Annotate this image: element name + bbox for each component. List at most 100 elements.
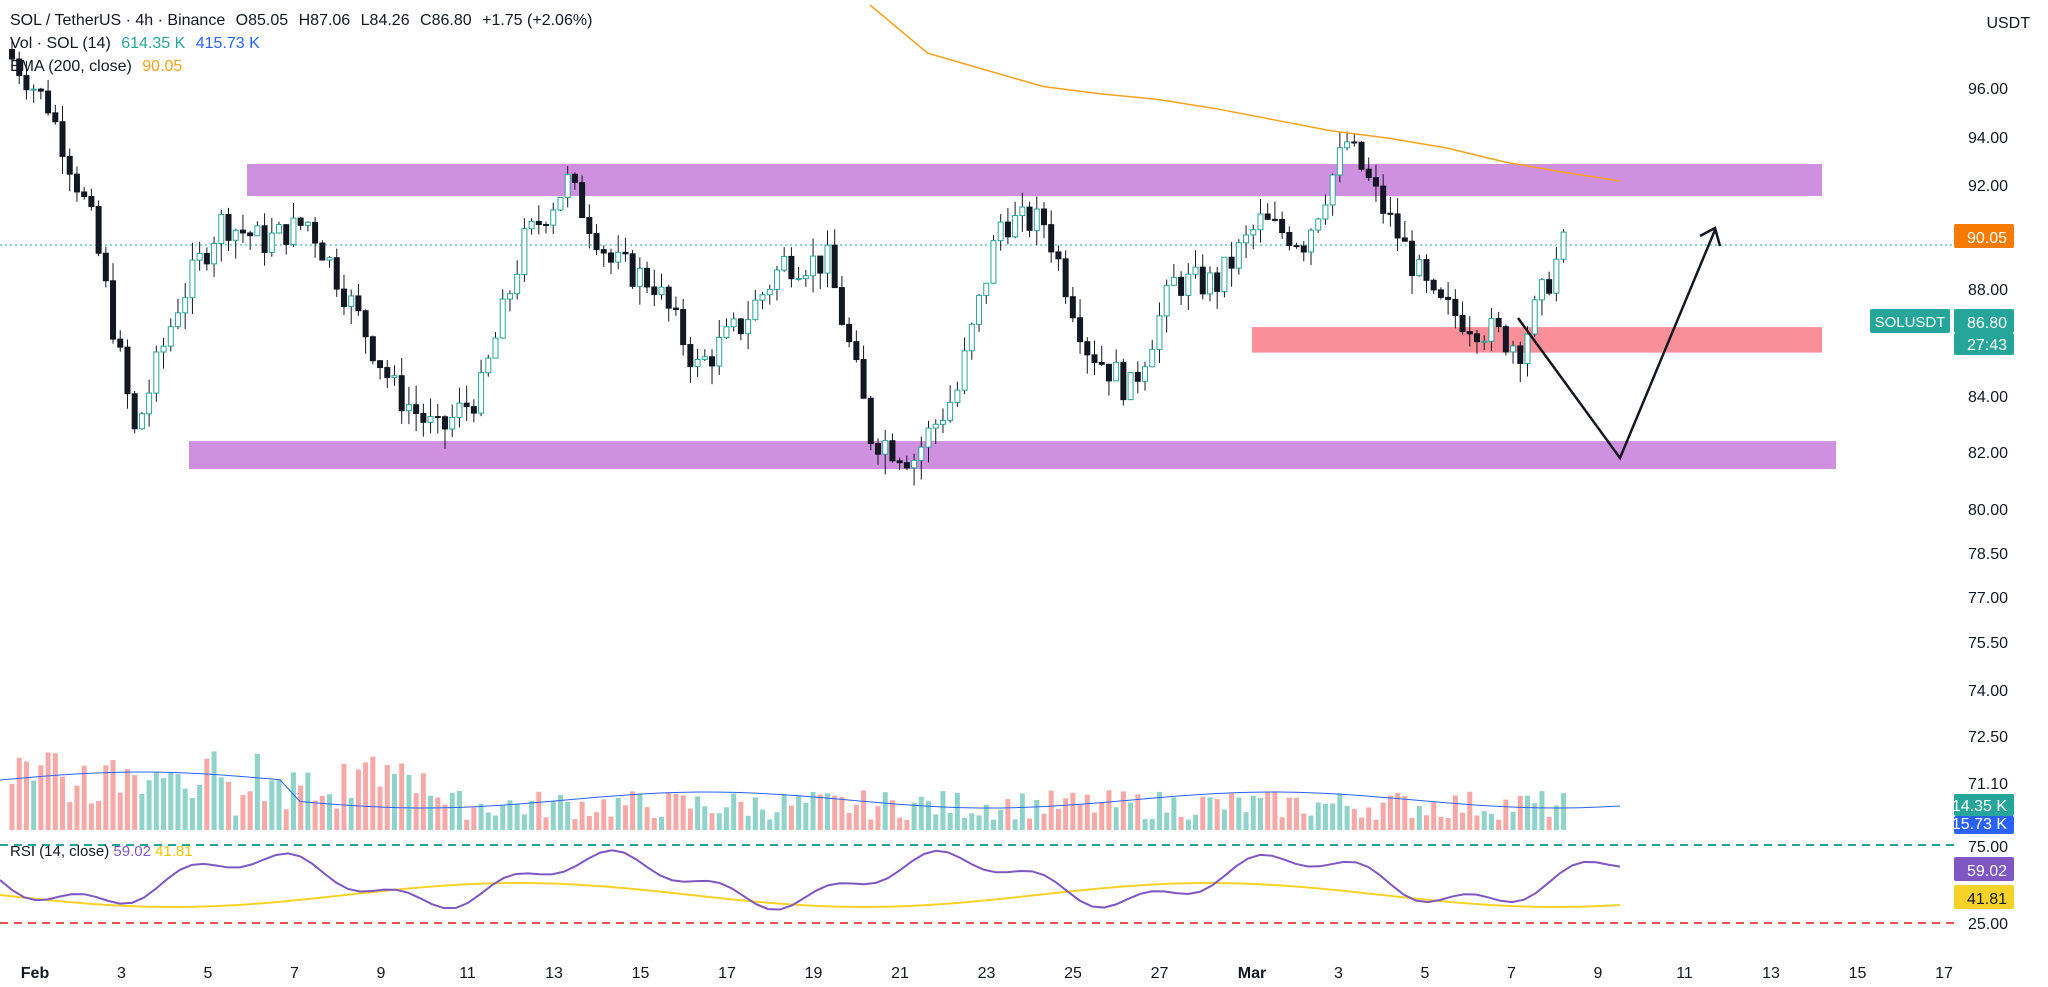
- price-tick-label: 88.00: [1968, 282, 2008, 299]
- candle-body: [651, 286, 658, 295]
- candle-body: [802, 275, 809, 280]
- volume-bar: [1294, 797, 1300, 830]
- candle-body: [326, 257, 333, 261]
- volume-bar: [370, 756, 376, 830]
- volume-bar: [355, 769, 361, 830]
- candle-body: [232, 229, 239, 241]
- volume-bar: [500, 805, 506, 830]
- candle-body: [1113, 361, 1120, 382]
- volume-bar: [882, 792, 888, 830]
- volume-bar: [709, 813, 715, 830]
- candle-body: [247, 232, 254, 237]
- volume-bar: [933, 814, 939, 830]
- volume-bar: [637, 793, 643, 830]
- volume-bar: [897, 817, 903, 830]
- candle-body: [203, 253, 210, 265]
- volume-bar: [918, 796, 924, 830]
- volume-bar: [962, 817, 968, 830]
- volume-bar: [998, 809, 1004, 830]
- rsi-value-box-bg: [1954, 857, 2014, 881]
- volume-bar: [38, 765, 44, 830]
- volume-ma-line: [0, 771, 1621, 809]
- candle-body: [1199, 266, 1206, 295]
- volume-bar: [485, 812, 491, 830]
- candle-body: [1120, 361, 1127, 401]
- candle-body: [73, 173, 80, 193]
- symbol-title[interactable]: SOL / TetherUS · 4h · Binance: [10, 12, 226, 29]
- volume-bar: [1221, 809, 1227, 830]
- volume-bar: [1438, 816, 1444, 830]
- volume-bar: [702, 806, 708, 830]
- volume-bar: [1236, 797, 1242, 830]
- price-tick-label: 84.00: [1968, 389, 2008, 406]
- candle-body: [846, 323, 853, 343]
- volume-bar: [954, 792, 960, 830]
- candle-body: [976, 294, 983, 325]
- candle-body: [1510, 345, 1517, 353]
- volume-bar: [175, 774, 181, 830]
- currency-label[interactable]: USDT: [1986, 15, 2030, 32]
- candle-body: [644, 267, 651, 288]
- volume-bar: [420, 773, 426, 830]
- volume-bar: [240, 795, 246, 830]
- candle-body: [1416, 259, 1423, 276]
- volume-bar: [305, 772, 311, 830]
- volume-bar: [132, 775, 138, 830]
- candle-body: [535, 220, 542, 226]
- volume-bar: [1156, 791, 1162, 830]
- volume-bar: [1445, 818, 1451, 830]
- last-price-box: 86.80: [1967, 315, 2007, 332]
- volume-bar: [1525, 795, 1530, 830]
- candle-body: [304, 221, 311, 226]
- last-price-box-bg: [1954, 309, 2014, 333]
- volume-bar: [96, 800, 102, 830]
- candle-body: [911, 459, 918, 469]
- candle-body: [1387, 212, 1394, 215]
- ema-price-box-bg: [1954, 224, 2014, 248]
- projection-arrowhead: [1699, 226, 1722, 247]
- volume-bar: [760, 809, 766, 830]
- volume-bar: [868, 819, 874, 830]
- volume-bar: [752, 797, 758, 830]
- volume-bar: [875, 806, 881, 830]
- volume-label[interactable]: Vol · SOL (14): [10, 35, 111, 52]
- volume-bar: [254, 753, 260, 830]
- volume-bar: [1431, 802, 1437, 830]
- candle-body: [1250, 229, 1257, 236]
- candle-body: [521, 228, 528, 275]
- candle-body: [889, 440, 896, 462]
- x-axis-label: 15: [632, 965, 650, 982]
- candle-body: [586, 217, 593, 234]
- candle-body: [968, 323, 975, 352]
- volume-bar: [529, 800, 535, 830]
- candle-body: [853, 341, 860, 361]
- candle-body: [1372, 177, 1379, 187]
- volume-bar: [1553, 805, 1559, 830]
- volume-bar: [1467, 791, 1473, 830]
- volume-bar: [23, 761, 29, 830]
- volume-bar: [695, 796, 701, 830]
- x-axis-label: 17: [1935, 965, 1953, 982]
- volume-bar: [1380, 802, 1386, 830]
- ema-line: [869, 4, 1621, 182]
- candle-body: [831, 244, 838, 289]
- candle-body: [1322, 204, 1329, 220]
- volume-bar: [1077, 803, 1083, 830]
- volume-bar: [276, 779, 282, 830]
- price-tick-label: 71.10: [1968, 776, 2008, 793]
- volume-bar: [146, 780, 152, 830]
- change-value: +1.75 (+2.06%): [482, 12, 593, 29]
- ema-label[interactable]: EMA (200, close): [10, 58, 132, 75]
- volume-bar: [88, 803, 94, 830]
- volume-box-1-bg: [1954, 794, 2014, 816]
- volume-bar: [1055, 808, 1061, 830]
- candle-body: [990, 240, 997, 284]
- volume-bar: [124, 769, 130, 830]
- candle-body: [124, 346, 131, 395]
- candle-body: [1560, 231, 1567, 260]
- volume-bar: [1243, 812, 1249, 830]
- rsi-label[interactable]: RSI (14, close): [10, 843, 110, 860]
- volume-bar: [1214, 799, 1220, 830]
- rsi-ma-box-bg: [1954, 885, 2014, 909]
